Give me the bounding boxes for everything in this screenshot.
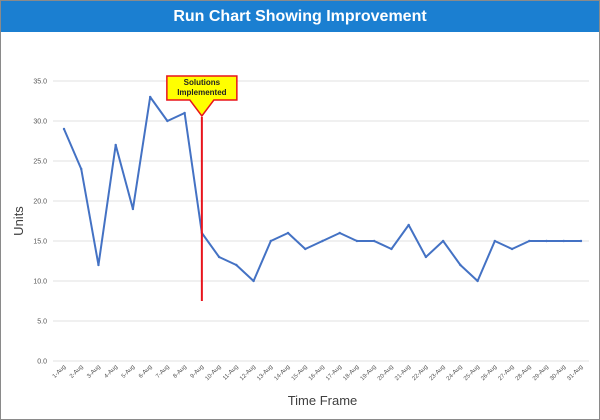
x-tick-label: 8-Aug [172,364,188,380]
x-tick-label: 10-Aug [205,364,223,382]
data-point [80,167,83,171]
data-point [114,143,117,147]
x-tick-label: 21-Aug [394,364,412,382]
data-point [148,95,152,99]
data-point [97,263,100,267]
x-tick-label: 30-Aug [549,364,567,382]
x-axis-title: Time Frame [288,393,358,408]
x-tick-label: 11-Aug [222,364,240,382]
data-point [390,247,393,251]
x-tick-label: 20-Aug [377,364,395,382]
series-units [62,95,583,283]
data-point [269,239,272,243]
x-tick-label: 15-Aug [291,364,309,382]
x-tick-label: 22-Aug [411,364,429,382]
x-tick-label: 9-Aug [190,364,206,380]
y-tick-label: 5.0 [37,319,47,326]
data-point [183,111,186,115]
x-tick-label: 16-Aug [308,364,326,382]
y-tick-label: 15.0 [33,239,47,246]
data-point [131,207,135,211]
data-point [304,247,307,251]
x-tick-labels: 1-Aug 2-Aug 3-Aug 4-Aug 5-Aug 6-Aug 7-Aug 8-Aug… [52,364,585,382]
x-tick-label: 4-Aug [104,364,120,380]
data-point [459,263,462,267]
chart-title: Run Chart Showing Improvement [1,1,599,32]
data-point [235,263,238,267]
data-point [528,239,531,243]
x-tick-label: 19-Aug [360,364,378,382]
data-point [407,223,410,227]
x-tick-label: 26-Aug [480,364,498,382]
x-tick-label: 7-Aug [155,364,171,380]
x-tick-label: 28-Aug [515,364,533,382]
callout-text-line: Implemented [177,88,226,97]
x-tick-label: 5-Aug [121,364,137,380]
y-tick-label: 0.0 [37,359,47,366]
x-tick-label: 31-Aug [566,364,584,382]
x-tick-label: 6-Aug [138,364,154,380]
x-tick-label: 14-Aug [274,364,292,382]
series-line [63,96,581,282]
data-point [441,239,445,243]
x-tick-label: 18-Aug [342,364,360,382]
data-point [62,127,66,131]
x-tick-label: 24-Aug [446,364,464,382]
y-tick-label: 35.0 [33,79,47,86]
data-point [252,279,255,283]
data-point [424,255,428,259]
y-tick-labels: 0.0 5.0 10.0 15.0 20.0 25.0 30.0 35.0 [33,79,47,366]
x-tick-label: 12-Aug [239,364,257,382]
y-tick-label: 20.0 [33,199,47,206]
x-tick-label: 29-Aug [532,364,550,382]
data-point [286,231,290,235]
data-point [476,279,479,283]
y-tick-label: 10.0 [33,279,47,286]
data-point [545,239,548,243]
data-point [217,255,221,259]
x-tick-label: 1-Aug [52,364,68,380]
data-point [166,119,169,123]
x-tick-label: 25-Aug [463,364,481,382]
data-point [338,231,341,235]
callout-shape [166,75,238,118]
data-point [321,239,324,243]
data-point [355,239,359,243]
data-point [510,247,514,251]
data-point [562,239,565,243]
data-point [493,239,497,243]
gridlines [53,80,589,362]
y-tick-label: 25.0 [33,159,47,166]
y-axis-title: Units [11,206,26,236]
data-point [373,239,376,243]
data-point [579,239,583,243]
y-tick-label: 30.0 [33,119,47,126]
callout-text-line: Solutions [184,78,221,87]
x-tick-label: 27-Aug [498,364,516,382]
x-tick-label: 23-Aug [429,364,447,382]
x-tick-label: 17-Aug [325,364,343,382]
x-tick-label: 3-Aug [86,364,102,380]
x-tick-label: 2-Aug [69,364,85,380]
x-tick-label: 13-Aug [256,364,274,382]
